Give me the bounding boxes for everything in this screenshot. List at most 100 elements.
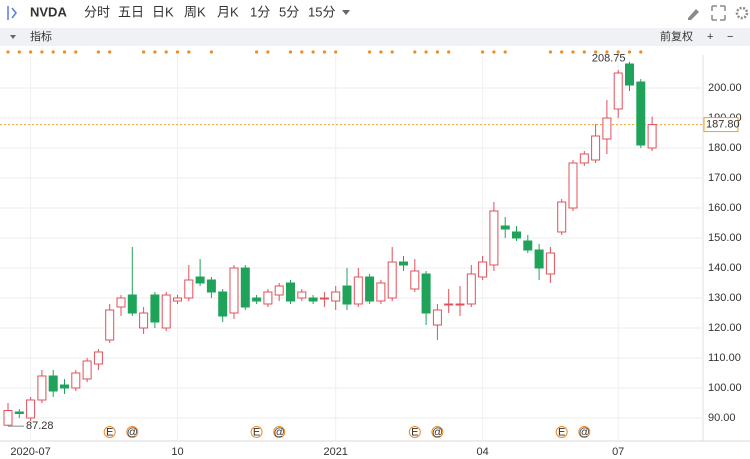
event-marker-text: E <box>558 426 565 438</box>
candle-body <box>274 285 284 296</box>
candle-body <box>308 297 318 302</box>
event-dot <box>548 50 553 54</box>
event-dot <box>627 50 632 54</box>
indicator-label[interactable]: 指标 <box>30 29 52 43</box>
candle-body <box>557 201 567 233</box>
period-tab[interactable]: 15分 <box>308 4 335 19</box>
candle-body <box>466 273 476 305</box>
candle-body <box>218 291 228 317</box>
y-tick-label: 110.00 <box>708 352 741 364</box>
candle-body <box>410 270 420 290</box>
y-tick-label: 170.00 <box>708 172 742 184</box>
event-marker <box>103 426 116 438</box>
event-marker-text: E <box>253 426 260 438</box>
candle-body <box>545 252 555 275</box>
y-tick-label: 150.00 <box>708 232 742 244</box>
event-marker <box>578 426 591 438</box>
event-dot <box>108 50 112 54</box>
candle-body <box>82 360 92 380</box>
event-dot <box>560 50 564 54</box>
candle-body <box>240 267 250 308</box>
x-tick-label: 2021 <box>323 446 347 458</box>
period-tab[interactable]: 日K <box>152 4 174 19</box>
candle-body <box>14 411 24 414</box>
event-dot <box>435 50 439 54</box>
zoom-out[interactable]: − <box>727 31 733 43</box>
event-dot <box>503 50 507 54</box>
event-dot <box>582 50 586 54</box>
event-dot <box>29 50 33 54</box>
event-marker <box>126 426 139 438</box>
event-dot <box>322 50 326 54</box>
period-tab[interactable]: 月K <box>217 4 239 19</box>
last-price-box <box>703 117 739 133</box>
min-label: 87.28 <box>26 420 54 432</box>
event-dot <box>424 50 428 54</box>
y-tick-label: 200.00 <box>708 82 742 94</box>
candle-body <box>613 72 623 110</box>
candle-body <box>444 303 454 306</box>
candle-body <box>421 273 431 314</box>
adjust-label[interactable]: 前复权 <box>660 29 693 43</box>
event-dot <box>17 50 21 54</box>
candle-body <box>365 276 375 302</box>
event-dot <box>379 50 383 54</box>
candle-body <box>523 240 533 251</box>
candle-body <box>139 312 149 329</box>
x-tick-label: 04 <box>476 446 488 458</box>
event-marker-text: @ <box>274 426 285 438</box>
period-tab[interactable]: 1分 <box>250 4 270 19</box>
period-tab[interactable]: 五日 <box>118 4 144 19</box>
event-dot <box>40 50 44 54</box>
candle-body <box>116 297 126 308</box>
event-marker <box>250 426 263 438</box>
zoom-in[interactable]: + <box>707 31 713 43</box>
event-dot <box>311 50 315 54</box>
period-tab[interactable]: 分时 <box>84 4 110 19</box>
event-dot <box>639 50 643 54</box>
candle-body <box>105 309 115 341</box>
candle-body <box>297 291 307 299</box>
event-marker-text: E <box>106 426 113 438</box>
candle-body <box>173 297 182 302</box>
y-tick-label: 100.00 <box>708 382 742 394</box>
period-tab[interactable]: 周K <box>184 4 206 19</box>
event-dot <box>164 50 168 54</box>
candle-body <box>579 153 589 164</box>
y-tick-label: 140.00 <box>708 262 742 274</box>
candle-body <box>500 225 510 230</box>
candle-body <box>71 372 81 389</box>
event-dot <box>96 50 100 54</box>
event-marker-text: @ <box>579 426 590 438</box>
more-periods[interactable] <box>342 10 350 15</box>
candle-body <box>286 282 295 302</box>
candle-body <box>184 279 194 299</box>
y-tick-label: 120.00 <box>708 322 742 334</box>
indicator-toggle[interactable] <box>10 35 16 39</box>
candle-body <box>534 249 544 269</box>
event-dot <box>74 50 78 54</box>
collapse-icon[interactable] <box>7 6 17 20</box>
candle-body <box>376 282 386 302</box>
event-dot <box>300 50 304 54</box>
event-marker <box>408 426 421 438</box>
candle-body <box>252 297 262 302</box>
event-dot <box>616 50 620 54</box>
fullscreen[interactable] <box>711 5 726 21</box>
event-dot <box>175 50 180 54</box>
candle-body <box>37 375 47 401</box>
symbol: NVDA <box>30 4 67 19</box>
x-tick-label: 07 <box>612 446 624 458</box>
candle-body <box>455 303 465 306</box>
y-tick-label: 130.00 <box>708 292 742 304</box>
candle-body <box>127 294 137 314</box>
event-dot <box>51 50 55 54</box>
candle-body <box>602 117 612 140</box>
event-dot <box>334 50 338 54</box>
draw-tool[interactable] <box>688 9 699 20</box>
settings[interactable] <box>735 6 749 20</box>
candle-body <box>489 210 499 266</box>
period-tab[interactable]: 5分 <box>279 4 299 19</box>
candle-body <box>591 135 601 161</box>
